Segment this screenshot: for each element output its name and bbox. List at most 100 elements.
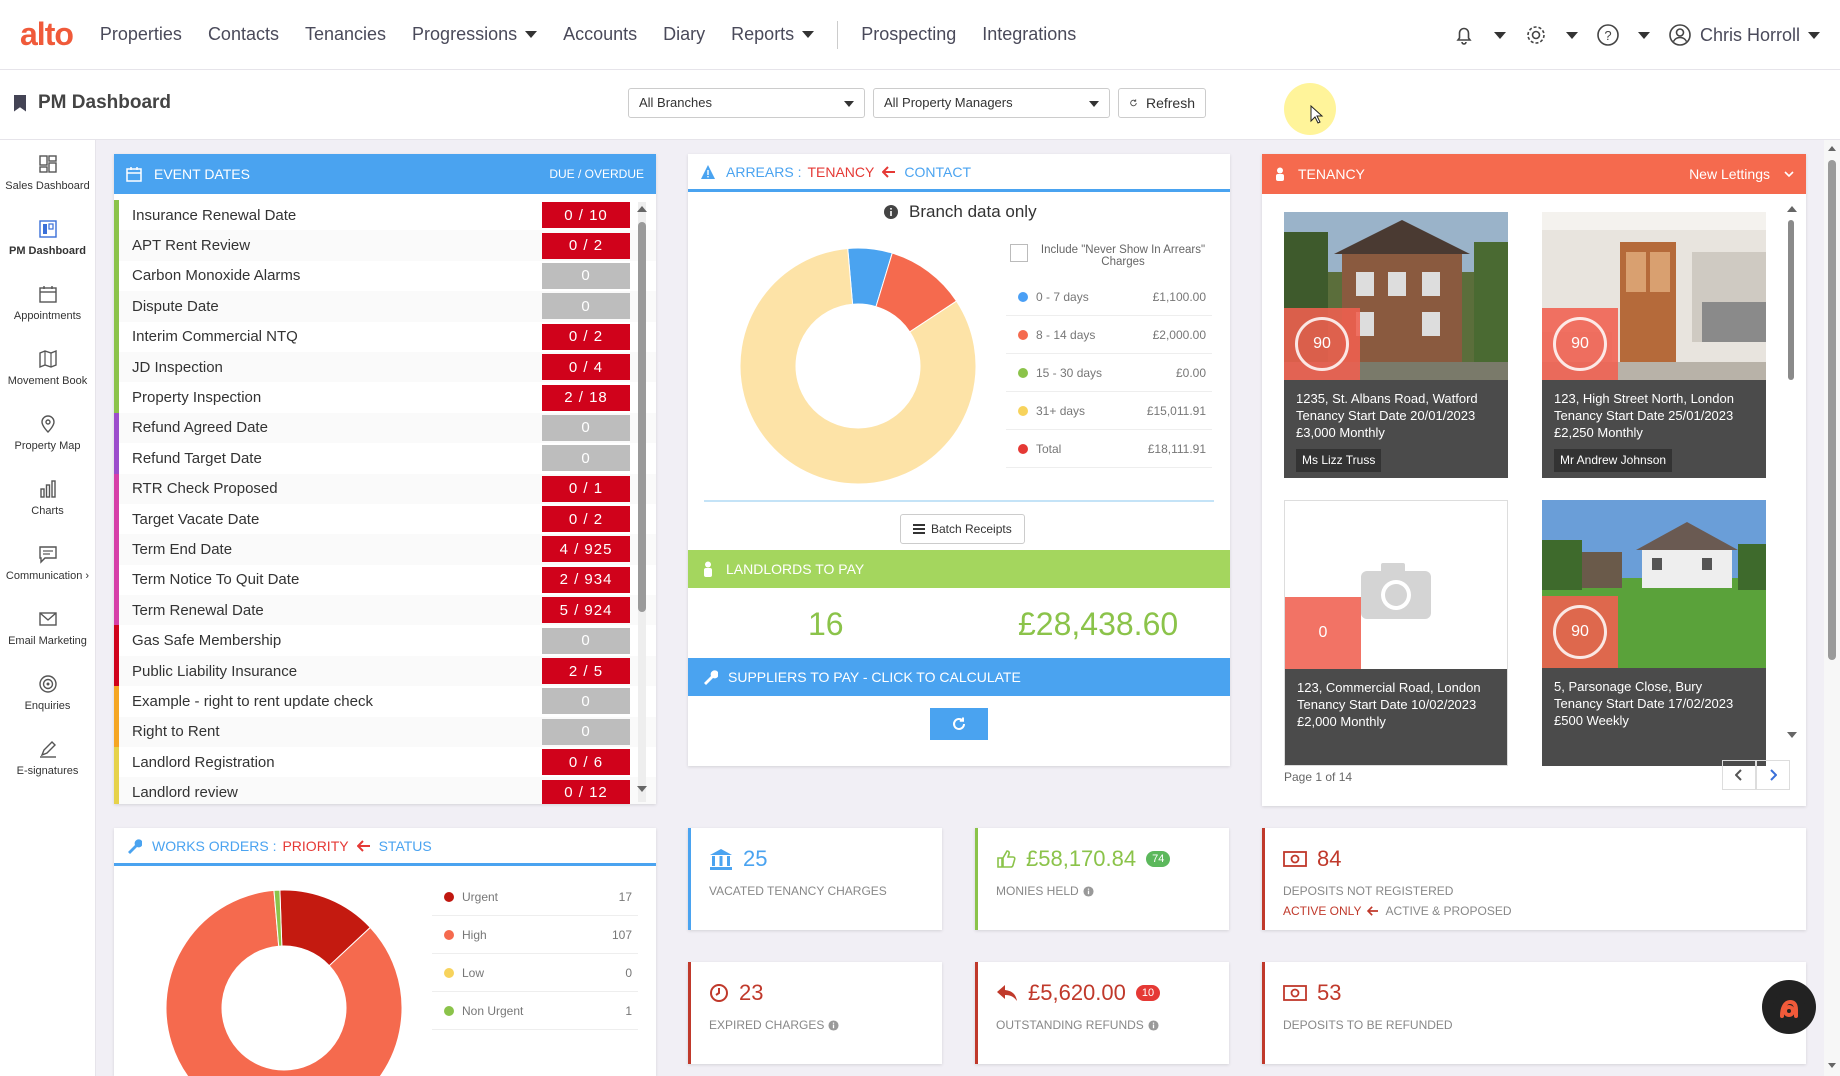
event-date-row[interactable]: Gas Safe Membership 0 bbox=[114, 625, 656, 656]
event-date-count[interactable]: 0 bbox=[542, 262, 630, 289]
nav-prospecting[interactable]: Prospecting bbox=[861, 24, 957, 44]
prev-page-button[interactable] bbox=[1722, 760, 1756, 790]
chat-launcher-button[interactable] bbox=[1762, 980, 1816, 1034]
event-date-count[interactable]: 2 / 934 bbox=[542, 566, 630, 593]
nav-diary[interactable]: Diary bbox=[663, 24, 706, 44]
event-date-row[interactable]: Refund Target Date 0 bbox=[114, 443, 656, 474]
tenant-name[interactable]: Ms Lizz Truss bbox=[1296, 449, 1382, 472]
gear-icon[interactable] bbox=[1524, 23, 1548, 47]
event-date-row[interactable]: Term End Date 4 / 925 bbox=[114, 534, 656, 565]
works-legend-item[interactable]: High 107 bbox=[432, 916, 638, 954]
works-legend-item[interactable]: Urgent 17 bbox=[432, 878, 638, 916]
info-icon[interactable] bbox=[1148, 1019, 1159, 1031]
active-only-toggle[interactable]: ACTIVE ONLY bbox=[1283, 904, 1362, 918]
tenancy-card[interactable]: 90 5, Parsonage Close, Bury Tenancy Star… bbox=[1542, 500, 1766, 766]
bell-icon[interactable] bbox=[1452, 23, 1476, 47]
event-date-count[interactable]: 5 / 924 bbox=[542, 597, 630, 624]
chevron-down-icon[interactable] bbox=[1637, 31, 1650, 39]
suppliers-to-pay-header[interactable]: SUPPLIERS TO PAY - CLICK TO CALCULATE bbox=[688, 658, 1230, 696]
sidebar-item-pm-dashboard[interactable]: PM Dashboard bbox=[0, 205, 95, 270]
bookmark-icon[interactable] bbox=[14, 94, 26, 112]
event-date-row[interactable]: Refund Agreed Date 0 bbox=[114, 412, 656, 444]
event-date-row[interactable]: RTR Check Proposed 0 / 1 bbox=[114, 473, 656, 504]
sidebar-item-charts[interactable]: Charts bbox=[0, 465, 95, 530]
event-date-row[interactable]: Term Renewal Date 5 / 924 bbox=[114, 595, 656, 626]
sidebar-item-e-signatures[interactable]: E-signatures bbox=[0, 725, 95, 790]
arrears-legend-item[interactable]: 0 - 7 days £1,100.00 bbox=[1006, 278, 1212, 316]
tenancy-card[interactable]: 90 1235, St. Albans Road, Watford Tenanc… bbox=[1284, 212, 1508, 478]
event-date-count[interactable]: 0 / 10 bbox=[542, 202, 630, 229]
tenant-name[interactable]: Mr Andrew Johnson bbox=[1554, 449, 1673, 472]
sidebar-item-sales-dashboard[interactable]: Sales Dashboard bbox=[0, 140, 95, 205]
outstanding-refunds-tile[interactable]: £5,620.00 10 OUTSTANDING REFUNDS bbox=[975, 962, 1229, 1064]
deposits-to-be-refunded-tile[interactable]: 53 DEPOSITS TO BE REFUNDED bbox=[1262, 962, 1806, 1064]
event-date-count[interactable]: 0 / 2 bbox=[542, 232, 630, 259]
branch-select[interactable]: All Branches bbox=[628, 88, 865, 118]
sidebar-item-email-marketing[interactable]: Email Marketing bbox=[0, 595, 95, 660]
info-icon[interactable] bbox=[828, 1019, 839, 1031]
refresh-button[interactable]: Refresh bbox=[1118, 88, 1206, 118]
works-orders-slice-non-urgent[interactable] bbox=[273, 889, 283, 947]
event-date-count[interactable]: 4 / 925 bbox=[542, 536, 630, 563]
event-date-count[interactable]: 0 bbox=[542, 414, 630, 441]
tenancy-card[interactable]: 90 123, High Street North, London Tenanc… bbox=[1542, 212, 1766, 478]
contact-toggle[interactable]: CONTACT bbox=[904, 163, 971, 180]
calculate-button[interactable] bbox=[930, 708, 988, 740]
tenancy-card[interactable]: 0 123, Commercial Road, London Tenancy S… bbox=[1284, 500, 1508, 766]
scroll-down-icon[interactable] bbox=[636, 784, 648, 794]
arrears-slice-31-days[interactable] bbox=[739, 247, 977, 485]
nav-accounts[interactable]: Accounts bbox=[563, 24, 638, 44]
event-date-count[interactable]: 0 bbox=[542, 688, 630, 715]
event-date-count[interactable]: 0 bbox=[542, 293, 630, 320]
event-date-row[interactable]: Dispute Date 0 bbox=[114, 291, 656, 322]
event-date-row[interactable]: Interim Commercial NTQ 0 / 2 bbox=[114, 321, 656, 352]
event-date-row[interactable]: Example - right to rent update check 0 bbox=[114, 686, 656, 717]
arrears-legend-item[interactable]: Total £18,111.91 bbox=[1006, 430, 1212, 468]
chevron-down-icon[interactable] bbox=[1565, 31, 1578, 39]
event-date-row[interactable]: JD Inspection 0 / 4 bbox=[114, 351, 656, 383]
works-orders-slice-high[interactable] bbox=[165, 889, 403, 1076]
event-date-count[interactable]: 0 bbox=[542, 627, 630, 654]
arrears-legend-item[interactable]: 8 - 14 days £2,000.00 bbox=[1006, 316, 1212, 354]
event-date-row[interactable]: Property Inspection 2 / 18 bbox=[114, 382, 656, 413]
nav-integrations[interactable]: Integrations bbox=[982, 24, 1077, 44]
nav-tenancies[interactable]: Tenancies bbox=[304, 24, 387, 44]
landlords-amount[interactable]: £28,438.60 bbox=[1018, 606, 1179, 642]
include-checkbox[interactable] bbox=[1010, 244, 1028, 262]
active-proposed-toggle[interactable]: ACTIVE & PROPOSED bbox=[1385, 904, 1512, 918]
sidebar-item-communication[interactable]: Communication › bbox=[0, 530, 95, 595]
monies-held-tile[interactable]: £58,170.84 74 MONIES HELD bbox=[975, 828, 1229, 930]
info-icon[interactable] bbox=[1083, 885, 1094, 897]
event-date-count[interactable]: 2 / 18 bbox=[542, 384, 630, 411]
event-scroll-thumb[interactable] bbox=[638, 222, 646, 612]
expired-charges-tile[interactable]: 23 EXPIRED CHARGES bbox=[688, 962, 942, 1064]
scroll-down-icon[interactable] bbox=[1827, 1062, 1837, 1070]
tenancy-scrollbar[interactable] bbox=[1788, 210, 1796, 750]
next-page-button[interactable] bbox=[1756, 760, 1790, 790]
property-manager-select[interactable]: All Property Managers bbox=[873, 88, 1110, 118]
sidebar-item-property-map[interactable]: Property Map bbox=[0, 400, 95, 465]
due-overdue-label[interactable]: DUE / OVERDUE bbox=[549, 167, 644, 181]
event-date-count[interactable]: 0 / 4 bbox=[542, 354, 630, 381]
event-date-row[interactable]: Target Vacate Date 0 / 2 bbox=[114, 503, 656, 535]
arrears-legend-item[interactable]: 31+ days £15,011.91 bbox=[1006, 392, 1212, 430]
page-scroll-thumb[interactable] bbox=[1828, 160, 1836, 660]
sidebar-item-appointments[interactable]: Appointments bbox=[0, 270, 95, 335]
event-date-row[interactable]: Right to Rent 0 bbox=[114, 716, 656, 748]
nav-contacts[interactable]: Contacts bbox=[207, 24, 279, 44]
event-date-count[interactable]: 0 bbox=[542, 718, 630, 745]
nav-reports[interactable]: Reports bbox=[731, 24, 815, 45]
scroll-up-icon[interactable] bbox=[1827, 144, 1837, 152]
event-date-row[interactable]: Landlord Registration 0 / 6 bbox=[114, 747, 656, 778]
include-never-show-option[interactable]: Include "Never Show In Arrears" Charges bbox=[1010, 244, 1210, 268]
event-date-row[interactable]: Landlord review 0 / 12 bbox=[114, 777, 656, 804]
page-scrollbar[interactable] bbox=[1824, 140, 1840, 1076]
event-date-row[interactable]: Carbon Monoxide Alarms 0 bbox=[114, 260, 656, 292]
status-toggle[interactable]: STATUS bbox=[378, 837, 432, 854]
arrears-legend-item[interactable]: 15 - 30 days £0.00 bbox=[1006, 354, 1212, 392]
event-date-row[interactable]: Insurance Renewal Date 0 / 10 bbox=[114, 200, 656, 231]
batch-receipts-button[interactable]: Batch Receipts bbox=[900, 514, 1025, 544]
event-date-row[interactable]: Public Liability Insurance 2 / 5 bbox=[114, 655, 656, 687]
event-date-row[interactable]: Term Notice To Quit Date 2 / 934 bbox=[114, 564, 656, 596]
sidebar-item-movement-book[interactable]: Movement Book bbox=[0, 335, 95, 400]
